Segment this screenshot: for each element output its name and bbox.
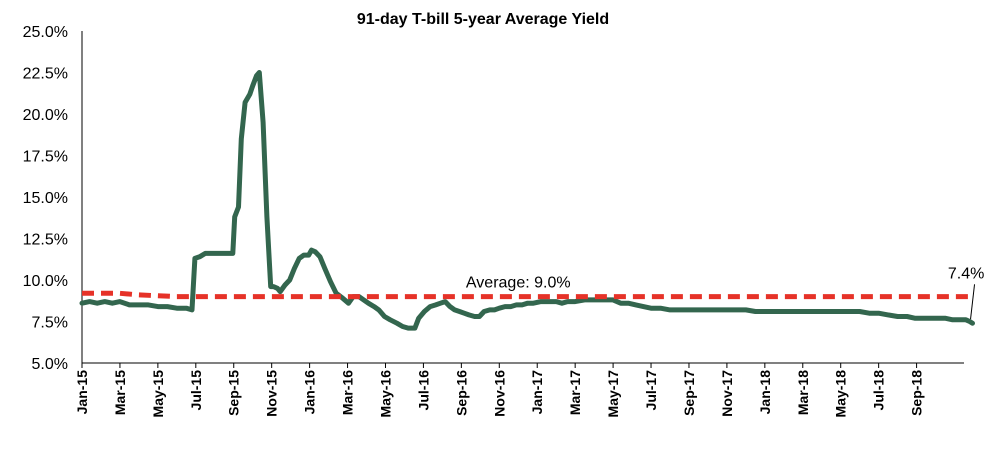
x-tick-label: Sep-17 xyxy=(681,370,697,416)
end-value-leader-line xyxy=(970,284,976,320)
x-tick-label: Sep-15 xyxy=(226,370,242,416)
y-tick-label: 5.0% xyxy=(32,356,68,373)
x-tick-label: May-16 xyxy=(377,370,393,418)
chart-title: 91-day T-bill 5-year Average Yield xyxy=(357,11,609,28)
x-tick-label: Nov-17 xyxy=(719,370,735,417)
x-axis-labels: Jan-15 Mar-15 May-15 Jul-15 Sep-15 Nov-15 Jan-… xyxy=(74,363,925,417)
x-tick-label: Mar-16 xyxy=(340,370,356,415)
x-tick-label: May-18 xyxy=(833,370,849,418)
y-tick-label: 22.5% xyxy=(23,66,68,83)
x-tick-label: Sep-18 xyxy=(909,370,925,416)
plot-area xyxy=(79,70,975,331)
y-tick-label: 25.0% xyxy=(23,24,68,41)
end-value-label: 7.4% xyxy=(948,265,984,282)
annotations: Average: 9.0% 7.4% xyxy=(466,265,984,320)
x-tick-label: May-17 xyxy=(605,370,621,418)
x-tick-label: Mar-17 xyxy=(567,370,583,415)
x-tick-label: Nov-15 xyxy=(264,370,280,417)
y-tick-label: 15.0% xyxy=(23,190,68,207)
x-tick-label: Jan-17 xyxy=(529,370,545,415)
yield-series-line xyxy=(79,70,975,331)
x-tick-label: Jan-15 xyxy=(74,370,90,415)
x-tick-label: Mar-15 xyxy=(112,370,128,415)
x-tick-label: Jul-17 xyxy=(643,370,659,411)
x-tick-label: Sep-16 xyxy=(453,370,469,416)
x-tick-label: Mar-18 xyxy=(795,370,811,415)
y-tick-label: 17.5% xyxy=(23,149,68,166)
y-tick-label: 7.5% xyxy=(32,315,68,332)
y-tick-label: 10.0% xyxy=(23,273,68,290)
y-tick-label: 12.5% xyxy=(23,232,68,249)
y-tick-label: 20.0% xyxy=(23,107,68,124)
average-annotation: Average: 9.0% xyxy=(466,274,571,291)
average-line xyxy=(82,290,973,300)
x-tick-label: Jul-16 xyxy=(415,370,431,411)
x-tick-label: Jul-18 xyxy=(871,370,887,411)
x-tick-label: Jan-18 xyxy=(757,370,773,415)
x-tick-label: Jan-16 xyxy=(302,370,318,415)
x-tick-label: Nov-16 xyxy=(491,370,507,417)
y-axis-labels: 5.0% 7.5% 10.0% 12.5% 15.0% 17.5% 20.0% 22.5% 25… xyxy=(23,24,68,373)
x-tick-label: May-15 xyxy=(150,370,166,418)
x-tick-label: Jul-15 xyxy=(188,370,204,411)
